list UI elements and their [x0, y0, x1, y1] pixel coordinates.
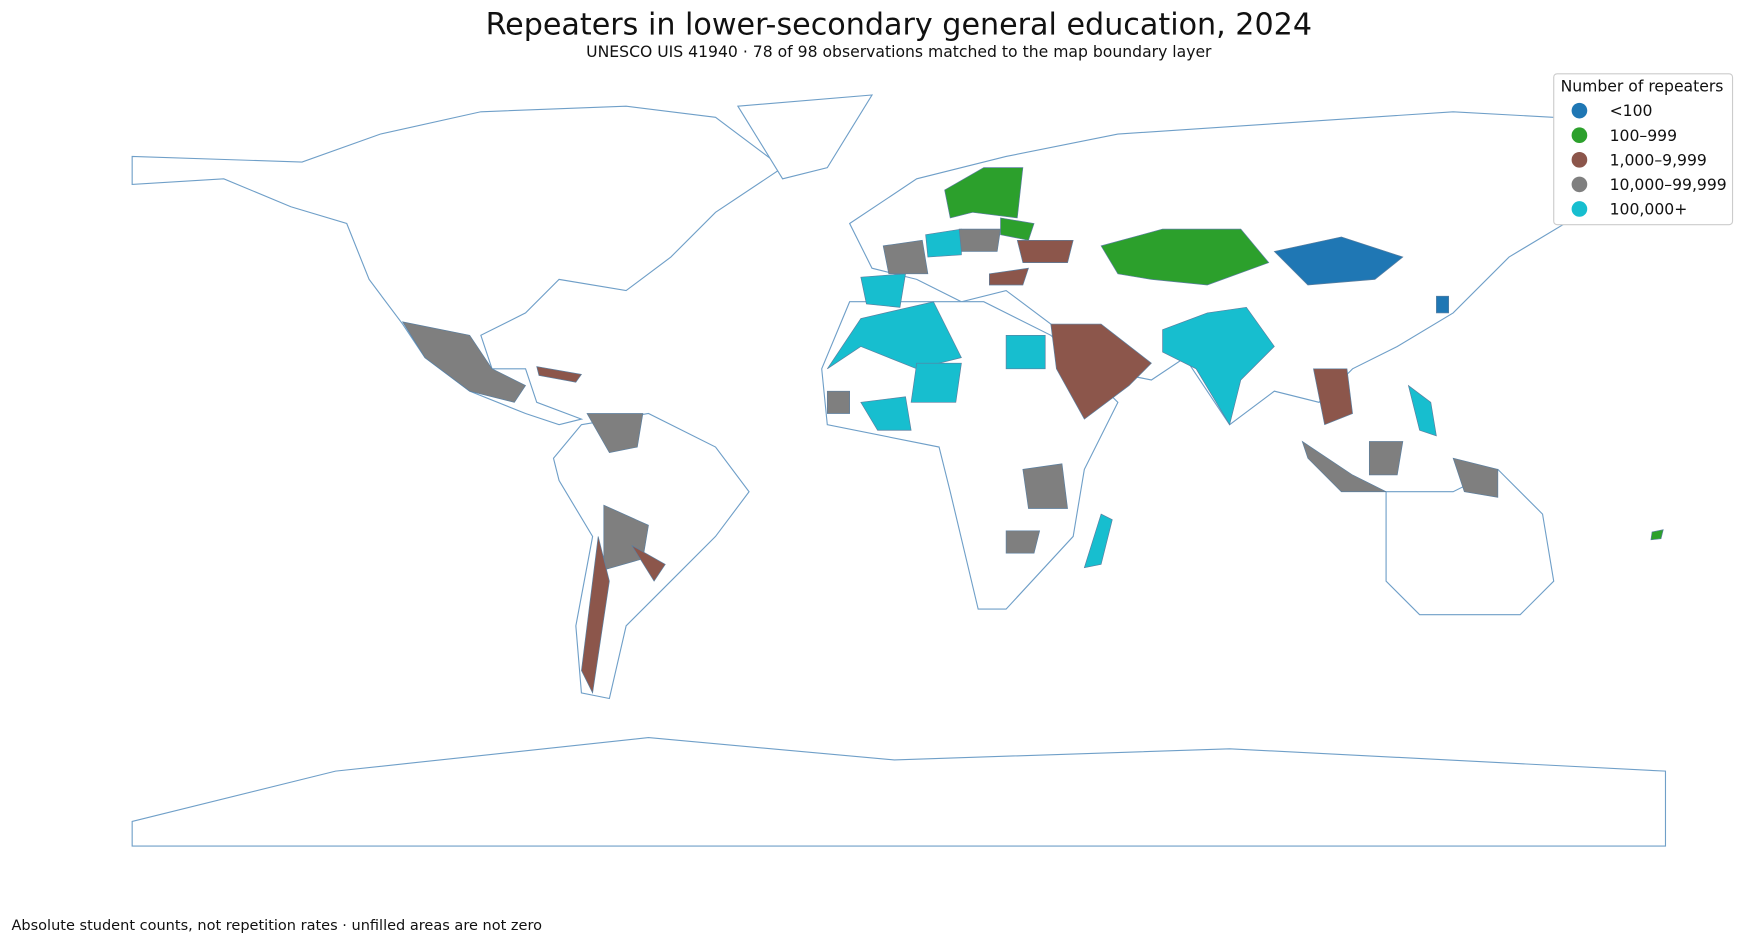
country: [925, 228, 962, 258]
country: [1100, 228, 1270, 286]
subtitle: UNESCO UIS 41940 · 78 of 98 observations…: [586, 42, 1212, 61]
country: [958, 228, 1001, 252]
legend-box: [1553, 73, 1734, 226]
country: [1022, 463, 1068, 509]
footnote: Absolute student counts, not repetition …: [11, 918, 542, 934]
legend-label: 100–999: [1610, 126, 1677, 145]
country: [910, 362, 962, 403]
country: [882, 239, 929, 275]
legend: Number of repeaters <100 100–999 1,000–9,9…: [1553, 73, 1734, 226]
country: [1313, 368, 1353, 426]
countries: [401, 167, 1664, 694]
legend-swatch: [1571, 127, 1588, 144]
country: [1407, 384, 1437, 437]
legend-swatch: [1571, 151, 1588, 168]
country: [1005, 334, 1046, 370]
country: [1016, 239, 1074, 263]
antarctica: [131, 737, 1667, 847]
south-america: [552, 412, 750, 700]
legend-label: 10,000–99,999: [1610, 175, 1727, 194]
north-america: [131, 105, 784, 426]
country: [581, 536, 610, 694]
legend-items: <100 100–999 1,000–9,999 10,000–99,999 100,0…: [1571, 101, 1727, 219]
country: [401, 321, 527, 403]
country: [826, 390, 850, 414]
country: [1273, 236, 1404, 286]
legend-label: 100,000+: [1610, 200, 1688, 219]
legend-title: Number of repeaters: [1561, 77, 1724, 96]
country: [860, 396, 912, 431]
country: [1368, 441, 1404, 476]
legend-swatch: [1571, 176, 1588, 193]
country: [1436, 295, 1450, 314]
country: [631, 545, 666, 582]
country: [1162, 306, 1275, 426]
country: [1005, 530, 1041, 554]
africa: [821, 301, 1119, 610]
country: [989, 267, 1029, 286]
country: [536, 366, 583, 383]
country: [1083, 513, 1113, 569]
country: [1452, 457, 1499, 498]
country: [1050, 323, 1152, 420]
country: [944, 167, 1024, 219]
legend-swatch: [1571, 201, 1588, 217]
country: [1301, 440, 1387, 493]
eurasia: [848, 111, 1667, 426]
legend-swatch: [1571, 102, 1588, 119]
country: [827, 301, 962, 370]
greenland: [736, 94, 874, 180]
title: Repeaters in lower-secondary general edu…: [486, 8, 1312, 43]
country: [1650, 529, 1664, 541]
legend-label: <100: [1610, 101, 1653, 120]
country: [860, 273, 906, 308]
legend-label: 1,000–9,999: [1610, 150, 1707, 169]
country: [586, 413, 644, 453]
land: [131, 94, 1667, 847]
